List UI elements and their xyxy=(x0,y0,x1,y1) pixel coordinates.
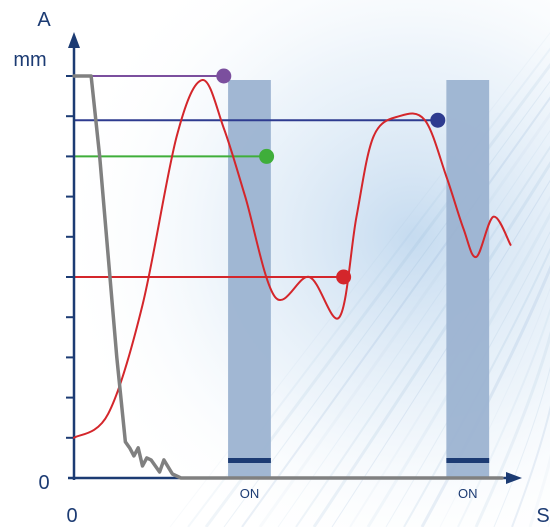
on-windows: ON ON xyxy=(228,80,490,501)
background-streak xyxy=(457,307,550,527)
background-streak xyxy=(277,129,550,527)
main-curve xyxy=(73,79,512,439)
background-streak xyxy=(474,330,550,527)
background-streak xyxy=(420,265,550,527)
on-window xyxy=(446,80,490,478)
background-streak xyxy=(223,80,550,527)
guide-lines xyxy=(74,75,438,278)
data-point-marker xyxy=(259,148,275,164)
data-point-marker xyxy=(216,68,232,84)
markers xyxy=(216,68,446,285)
x-axis-label: S xyxy=(536,505,549,527)
axis-labels: A mm 0 0 S xyxy=(13,9,549,527)
series xyxy=(72,74,512,480)
background-streak xyxy=(511,405,550,527)
background-streak xyxy=(295,145,550,527)
data-point-marker xyxy=(336,269,352,285)
x-origin-label: 0 xyxy=(66,505,77,527)
y-axis-label: A xyxy=(37,9,51,31)
data-point-marker xyxy=(430,112,446,128)
on-label: ON xyxy=(458,486,478,501)
decay-curve xyxy=(72,74,504,480)
x-axis-arrow xyxy=(506,472,522,484)
y-origin-label: 0 xyxy=(38,472,49,494)
on-window xyxy=(228,80,271,478)
background-streak xyxy=(493,366,550,527)
y-axis-unit: mm xyxy=(13,49,46,71)
on-bar xyxy=(228,458,271,463)
background-streak xyxy=(439,287,550,527)
background-streak xyxy=(241,96,550,527)
y-axis-arrow xyxy=(68,32,80,48)
on-bar xyxy=(446,458,490,463)
background-streak xyxy=(258,111,550,527)
background-streak xyxy=(528,454,550,527)
on-label: ON xyxy=(240,486,260,501)
